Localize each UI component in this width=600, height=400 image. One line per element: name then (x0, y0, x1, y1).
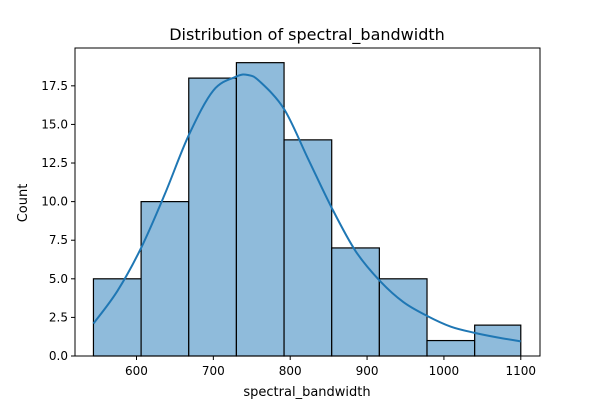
x-axis-label: spectral_bandwidth (243, 385, 370, 400)
y-axis-ticks: 0.0 2.5 5.0 7.5 10.0 12.5 15.0 17.5 (41, 79, 75, 363)
y-tick-label: 15.0 (41, 117, 68, 131)
x-tick-label: 800 (279, 364, 302, 378)
y-tick-label: 10.0 (41, 195, 68, 209)
histogram-bars (92, 62, 522, 357)
x-tick-label: 1000 (429, 364, 460, 378)
y-tick-label: 12.5 (41, 156, 68, 170)
histogram-bar (378, 278, 428, 357)
y-tick-label: 0.0 (49, 349, 68, 363)
histogram-bar (188, 77, 238, 357)
histogram-bar (283, 139, 333, 357)
x-tick-label: 900 (356, 364, 379, 378)
y-tick-label: 17.5 (41, 79, 68, 93)
histogram-bar (140, 201, 190, 357)
histogram-bar (331, 247, 380, 357)
y-tick-label: 2.5 (49, 310, 68, 324)
kde-curve (92, 73, 521, 343)
x-tick-label: 700 (202, 364, 225, 378)
histogram-bar (426, 339, 476, 357)
y-tick-label: 7.5 (49, 233, 68, 247)
x-axis-ticks: 600 700 800 900 1000 1100 (125, 356, 536, 378)
y-tick-label: 5.0 (49, 272, 68, 286)
y-axis-label: Count (16, 184, 31, 223)
x-tick-label: 1100 (506, 364, 537, 378)
chart-title: Distribution of spectral_bandwidth (169, 25, 445, 45)
x-tick-label: 600 (125, 364, 148, 378)
histogram-bar (235, 62, 285, 357)
